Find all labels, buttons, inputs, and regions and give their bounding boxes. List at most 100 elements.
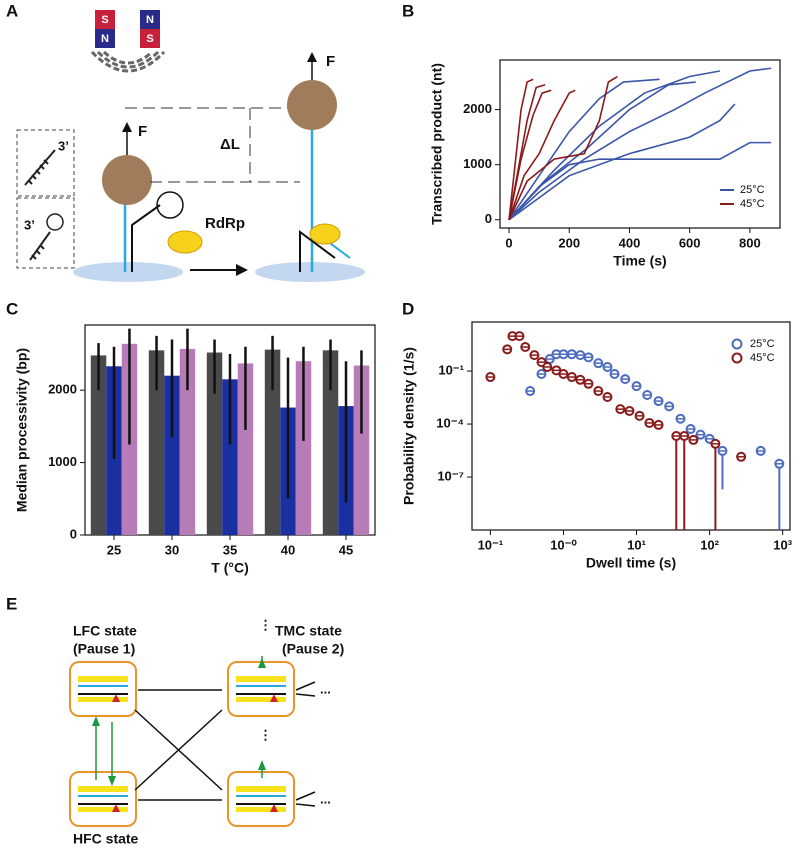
rna	[236, 697, 286, 702]
field-lines	[90, 50, 166, 73]
green-heads	[92, 716, 116, 786]
rdrp-outline	[156, 191, 184, 219]
site	[270, 804, 278, 812]
pole: S	[101, 14, 108, 26]
y-axis-label: Median processivity (bp)	[14, 348, 30, 512]
magnet	[95, 10, 115, 29]
state-box	[227, 771, 295, 827]
state-box	[69, 661, 137, 717]
trace	[508, 141, 771, 221]
bar	[264, 349, 281, 535]
surface	[255, 262, 365, 282]
y-tick-label: 0	[485, 211, 492, 226]
trace	[508, 75, 618, 221]
legend-swatch	[731, 338, 743, 350]
site	[270, 694, 278, 702]
enzyme-label: RdRp	[205, 215, 245, 232]
y-tick-label: 0	[70, 526, 77, 541]
trace	[508, 81, 696, 221]
y-tick-label: 10⁻⁷	[437, 468, 464, 483]
arrows	[138, 689, 222, 801]
surface	[73, 262, 183, 282]
delta-label: ΔL	[220, 136, 240, 153]
x-tick-label: 10²	[700, 537, 719, 552]
inset-box	[16, 197, 75, 269]
x-axis-label: Dwell time (s)	[586, 555, 676, 571]
end-label: 3’	[24, 217, 35, 232]
bar	[148, 350, 165, 535]
panel-letter: C	[6, 299, 18, 318]
end-label: 3’	[58, 138, 69, 153]
y-tick-label: 10⁻¹	[438, 362, 464, 377]
magnet	[95, 29, 115, 48]
x-axis-label: T (°C)	[211, 560, 248, 576]
x-tick-label: 0	[505, 235, 512, 250]
x-tick-label: 10⁻¹	[478, 537, 504, 552]
bead	[287, 80, 337, 130]
bar	[353, 365, 370, 535]
x-tick-label: 200	[558, 235, 580, 250]
y-axis-label: Transcribed product (nt)	[429, 63, 445, 225]
legend-label: 45°C	[740, 198, 765, 210]
force-label: F	[326, 53, 335, 70]
magnet	[140, 29, 160, 48]
trace	[508, 78, 534, 220]
pole: N	[101, 33, 109, 45]
panel-letter: A	[6, 1, 18, 20]
state-label: HFC state	[73, 831, 139, 847]
rna-end	[24, 149, 56, 186]
template	[131, 204, 161, 272]
trace	[508, 103, 736, 221]
x-tick-label: 800	[739, 235, 761, 250]
x-tick-label: 45	[339, 542, 353, 557]
y-tick-label: 2000	[463, 101, 492, 116]
bar	[237, 363, 254, 535]
trace	[508, 67, 772, 221]
bar	[164, 375, 180, 535]
delta-guides	[125, 107, 300, 183]
x-tick-label: 10³	[773, 537, 792, 552]
x-tick-label: 10¹	[627, 537, 646, 552]
rna	[236, 786, 286, 792]
trace	[508, 78, 660, 221]
arrowhead	[236, 264, 248, 276]
legend-label: 25°C	[740, 184, 765, 196]
state-label: (Pause 2)	[282, 641, 344, 657]
arrowhead	[122, 122, 132, 132]
panel-letter: B	[402, 1, 414, 20]
green-arrows	[95, 722, 113, 780]
panel-letter: E	[6, 594, 17, 613]
rdrp	[309, 223, 341, 245]
arrowhead	[307, 52, 317, 62]
x-tick-label: 600	[679, 235, 701, 250]
vdots: ⋮	[259, 727, 272, 742]
state-label: LFC state	[73, 623, 137, 639]
x-tick-label: 30	[165, 542, 179, 557]
x-axis-label: Time (s)	[613, 253, 666, 269]
rna-end	[29, 231, 51, 261]
site	[112, 804, 120, 812]
state-label: TMC state	[275, 623, 342, 639]
exit-arrows	[295, 681, 316, 807]
y-axis-label: Probability density (1/s)	[401, 347, 417, 505]
rna	[78, 676, 128, 682]
x-tick-label: 400	[619, 235, 641, 250]
bar	[206, 352, 223, 535]
y-tick-label: 1000	[48, 454, 77, 469]
state-label: (Pause 1)	[73, 641, 135, 657]
legend-swatch	[731, 352, 743, 364]
vdots: ⋮	[259, 617, 272, 632]
bar	[322, 350, 339, 535]
trace	[508, 89, 552, 220]
bar	[295, 361, 312, 535]
trace	[508, 89, 576, 220]
y-tick-label: 1000	[463, 156, 492, 171]
dots: ...	[320, 791, 331, 806]
rna	[78, 697, 128, 702]
x-tick-label: 35	[223, 542, 237, 557]
rna	[78, 786, 128, 792]
rna	[78, 807, 128, 812]
y-tick-label: 10⁻⁴	[436, 415, 464, 430]
x-tick-label: 25	[107, 542, 121, 557]
